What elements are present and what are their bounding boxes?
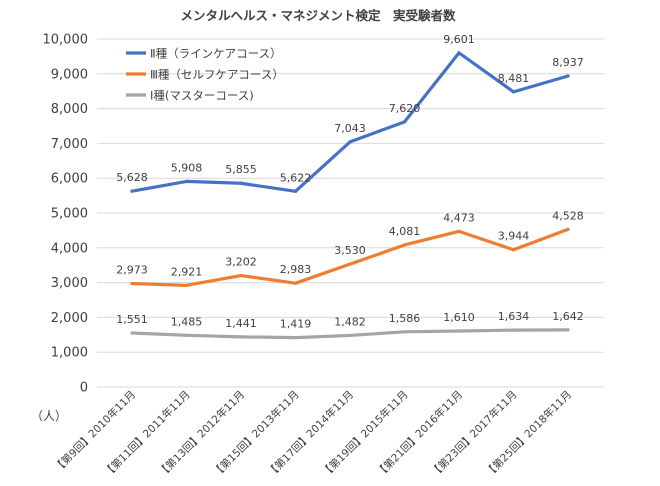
data-point: [184, 333, 189, 337]
data-label: 8,481: [498, 72, 530, 85]
data-label: 8,937: [552, 56, 584, 69]
data-label: 4,473: [443, 211, 475, 224]
x-tick-label: 【第21回】2016年11月: [374, 388, 466, 480]
x-tick-label: 【第19回】2015年11月: [319, 388, 411, 480]
data-point: [239, 273, 243, 278]
data-point: [457, 229, 461, 233]
legend-label: Ⅰ種(マスターコース): [150, 89, 254, 103]
data-label: 2,983: [280, 263, 312, 276]
x-tick-label: 【第15回】2013年11月: [210, 388, 302, 480]
data-point: [566, 74, 570, 78]
data-point: [457, 51, 461, 55]
data-label: 5,908: [171, 161, 203, 174]
data-label: 3,202: [225, 256, 257, 269]
x-tick-label: 【第13回】2012年11月: [156, 388, 248, 480]
data-point: [511, 328, 516, 332]
y-tick-label: 6,000: [51, 172, 88, 187]
data-label: 7,620: [389, 102, 421, 115]
y-tick-label: 3,000: [51, 276, 88, 291]
y-tick-label: 9,000: [51, 67, 88, 82]
data-point: [402, 330, 407, 334]
x-axis-ticks: 【第9回】2010年11月【第11回】2011年11月【第13回】2012年11…: [51, 388, 574, 480]
data-point: [184, 179, 189, 184]
legend: Ⅱ種（ラインケアコース） Ⅲ種（セルフケアコース） Ⅰ種(マスターコース): [126, 47, 284, 103]
data-label: 1,634: [498, 310, 530, 323]
data-point: [184, 283, 189, 287]
data-label: 1,441: [225, 317, 257, 330]
data-point: [239, 181, 243, 185]
data-point: [566, 227, 570, 232]
y-tick-label: 10,000: [43, 33, 89, 48]
data-label: 1,610: [443, 311, 475, 324]
data-label: 2,973: [116, 264, 148, 277]
data-label: 2,921: [171, 265, 203, 278]
data-label: 1,642: [552, 310, 584, 323]
data-label: 1,485: [171, 315, 203, 328]
y-axis-ticks: 0 1,000 2,000 3,000 4,000 5,000 6,000 7,000 8,00…: [43, 33, 89, 396]
data-point: [239, 335, 243, 339]
data-label: 7,043: [334, 122, 366, 135]
data-label: 1,419: [280, 318, 312, 331]
data-label: 1,482: [334, 315, 366, 328]
x-tick-label: 【第11回】2011年11月: [101, 388, 193, 480]
data-point: [402, 120, 407, 124]
data-point: [293, 189, 298, 193]
x-tick-label: 【第17回】2014年11月: [265, 388, 357, 480]
data-point: [293, 336, 298, 340]
y-tick-label: 1,000: [51, 346, 88, 361]
data-label: 3,530: [334, 244, 366, 257]
data-point: [511, 248, 516, 252]
y-tick-label: 5,000: [51, 207, 88, 222]
data-label: 4,528: [552, 209, 584, 222]
data-point: [402, 243, 407, 247]
data-labels: 5,628 5,908 5,855 5,622 7,043 7,620 9,601 8,481…: [116, 33, 584, 331]
data-label: 9,601: [443, 33, 475, 46]
x-tick-label: 【第23回】2017年11月: [428, 388, 520, 480]
data-point: [348, 262, 352, 266]
data-point: [566, 328, 570, 332]
data-label: 1,586: [389, 312, 421, 325]
legend-label: Ⅲ種（セルフケアコース）: [150, 68, 284, 82]
data-label: 5,622: [280, 171, 312, 184]
data-point: [348, 333, 352, 338]
gridlines: [97, 38, 604, 388]
y-tick-label: 7,000: [51, 137, 88, 152]
data-point: [293, 281, 298, 285]
series-lines: [130, 51, 570, 340]
y-tick-label: 8,000: [51, 102, 88, 117]
data-label: 3,944: [498, 230, 530, 243]
data-point: [130, 331, 134, 335]
data-label: 5,855: [225, 163, 257, 176]
data-point: [457, 329, 461, 333]
data-point: [130, 189, 134, 193]
chart-title: メンタルヘルス・マネジメント検定 実受験者数: [180, 8, 456, 23]
data-label: 5,628: [116, 171, 148, 184]
data-point: [130, 281, 134, 286]
y-tick-label: 2,000: [51, 311, 88, 326]
y-axis-unit-label: （人）: [31, 409, 67, 423]
x-tick-label: 【第25回】2018年11月: [483, 388, 575, 480]
data-point: [348, 140, 352, 144]
data-label: 1,551: [116, 313, 148, 326]
y-tick-label: 4,000: [51, 241, 88, 256]
legend-label: Ⅱ種（ラインケアコース）: [150, 47, 282, 61]
data-point: [511, 90, 516, 94]
y-tick-label: 0: [80, 381, 88, 396]
data-label: 4,081: [389, 225, 421, 238]
